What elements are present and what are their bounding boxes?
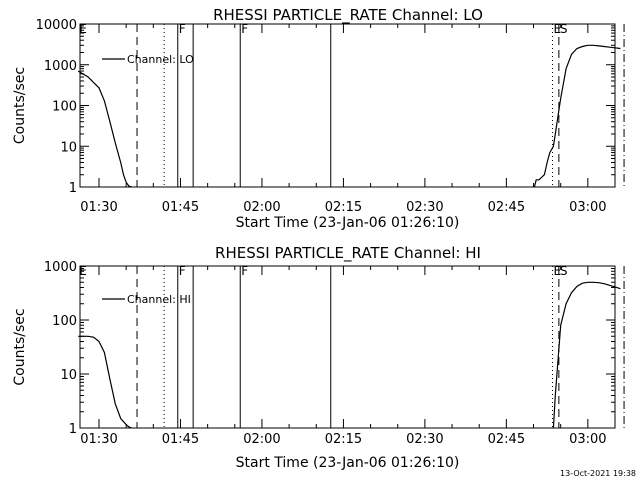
event-marker-label: E: [79, 22, 87, 36]
event-marker-label: E: [554, 22, 562, 36]
x-tick-label: 02:00: [243, 432, 280, 447]
event-marker-label: F: [179, 22, 186, 36]
x-tick-label: 02:30: [406, 200, 443, 215]
chart-panel-lo: RHESSI PARTICLE_RATE Channel: LO 1 10 100 1…: [12, 6, 625, 231]
chart-title-hi: RHESSI PARTICLE_RATE Channel: HI: [215, 244, 481, 263]
x-tick-label: 01:45: [162, 432, 199, 447]
x-tick-label: 03:00: [569, 200, 606, 215]
y-tick-label: 10000: [36, 18, 77, 33]
plot-frame-hi: [79, 265, 616, 429]
x-tick-label: 02:30: [406, 432, 443, 447]
y-tick-label: 10: [60, 368, 77, 383]
x-tick-label: 02:45: [488, 200, 525, 215]
event-marker-label: F: [241, 264, 248, 278]
y-tick-label: 100: [52, 314, 77, 329]
chart-title-lo: RHESSI PARTICLE_RATE Channel: LO: [213, 6, 483, 25]
chart-panel-hi: RHESSI PARTICLE_RATE Channel: HI 1 10 100 1…: [12, 244, 625, 471]
x-axis-label: Start Time (23-Jan-06 01:26:10): [236, 455, 460, 471]
x-tick-label: 02:15: [325, 432, 362, 447]
event-marker-label: F: [241, 22, 248, 36]
y-axis-label: Counts/sec: [12, 67, 28, 144]
y-tick-label: 1: [69, 422, 77, 437]
y-tick-label: 1000: [44, 59, 77, 74]
data-series-line: [533, 44, 621, 188]
x-tick-label: 01:30: [80, 432, 117, 447]
x-axis-label: Start Time (23-Jan-06 01:26:10): [236, 215, 460, 231]
data-series-line: [552, 281, 621, 429]
y-axis-label: Counts/sec: [12, 308, 28, 385]
data-series-line: [78, 335, 132, 429]
event-marker-label: S: [560, 264, 568, 278]
x-tick-label: 02:15: [325, 200, 362, 215]
x-tick-label: 02:00: [243, 200, 280, 215]
y-tick-label: 10: [60, 140, 77, 155]
data-series-line: [77, 70, 132, 188]
x-tick-label: 01:45: [162, 200, 199, 215]
legend-label: Channel: HI: [127, 293, 191, 306]
x-tick-label: 02:45: [488, 432, 525, 447]
x-tick-label: 03:00: [569, 432, 606, 447]
event-marker-label: F: [179, 264, 186, 278]
event-marker-label: S: [560, 22, 568, 36]
plot-frame-lo: [79, 23, 616, 188]
x-tick-label: 01:30: [80, 200, 117, 215]
legend-label: Channel: LO: [127, 53, 194, 66]
plot-timestamp: 13-Oct-2021 19:38: [560, 469, 636, 478]
y-tick-label: 1000: [44, 260, 77, 275]
event-marker-label: E: [79, 264, 87, 278]
y-tick-label: 100: [52, 100, 77, 115]
y-tick-label: 1: [69, 181, 77, 196]
event-marker-label: E: [554, 264, 562, 278]
